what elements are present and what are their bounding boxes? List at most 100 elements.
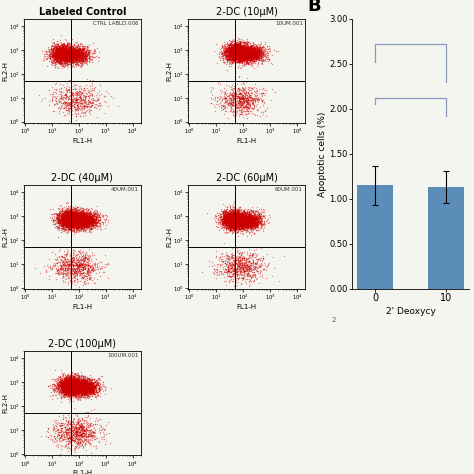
- Point: [82, 430, 89, 438]
- Point: [70, 386, 77, 393]
- Point: [242, 56, 249, 64]
- Point: [63, 209, 71, 217]
- Point: [241, 51, 249, 59]
- Point: [245, 267, 252, 274]
- Point: [219, 215, 226, 222]
- Point: [228, 213, 235, 220]
- Point: [87, 426, 95, 434]
- Point: [55, 47, 63, 55]
- Point: [228, 216, 236, 224]
- Point: [66, 381, 74, 389]
- Point: [237, 209, 245, 217]
- Point: [72, 423, 79, 431]
- Point: [76, 374, 83, 382]
- Point: [75, 224, 82, 231]
- Point: [84, 433, 92, 440]
- Point: [82, 55, 90, 63]
- Point: [254, 53, 261, 60]
- Point: [89, 382, 97, 390]
- Point: [248, 49, 256, 57]
- Point: [233, 44, 240, 52]
- Point: [79, 43, 86, 50]
- Point: [70, 381, 77, 388]
- Point: [246, 47, 254, 55]
- Point: [76, 425, 83, 433]
- Point: [71, 48, 78, 55]
- Point: [233, 211, 241, 219]
- Point: [76, 51, 84, 58]
- Point: [241, 219, 248, 227]
- Point: [81, 210, 88, 218]
- Point: [59, 383, 67, 391]
- Point: [239, 216, 246, 223]
- Point: [96, 425, 103, 432]
- Point: [65, 384, 73, 392]
- Point: [255, 52, 262, 60]
- Point: [237, 55, 245, 62]
- Point: [73, 371, 81, 378]
- Point: [79, 222, 86, 229]
- Point: [59, 421, 66, 429]
- Point: [63, 220, 70, 228]
- Point: [233, 228, 240, 236]
- Point: [233, 216, 241, 223]
- Point: [67, 214, 75, 221]
- Point: [72, 52, 80, 59]
- Point: [84, 220, 91, 228]
- Point: [254, 212, 261, 219]
- Point: [91, 392, 99, 400]
- Point: [73, 52, 81, 60]
- Point: [67, 227, 75, 234]
- Point: [237, 216, 245, 223]
- Point: [54, 224, 62, 232]
- Point: [69, 382, 76, 389]
- Point: [228, 217, 235, 225]
- Point: [74, 386, 82, 394]
- Point: [68, 223, 75, 230]
- Point: [74, 208, 82, 216]
- Point: [237, 51, 245, 59]
- Point: [74, 219, 82, 227]
- Point: [229, 44, 237, 51]
- Point: [52, 43, 59, 51]
- Point: [65, 83, 73, 91]
- Point: [250, 221, 258, 229]
- Point: [82, 98, 90, 106]
- Point: [223, 44, 230, 52]
- Point: [229, 216, 237, 223]
- Point: [71, 389, 79, 396]
- Point: [250, 46, 258, 54]
- Point: [79, 385, 86, 392]
- Point: [231, 54, 239, 61]
- Point: [72, 51, 79, 58]
- Point: [61, 45, 69, 52]
- Point: [252, 215, 260, 222]
- Point: [74, 375, 82, 383]
- Point: [228, 92, 236, 100]
- Point: [241, 218, 248, 226]
- Point: [58, 220, 66, 228]
- Point: [229, 215, 237, 223]
- Point: [73, 383, 81, 391]
- Point: [58, 205, 65, 213]
- Point: [265, 55, 273, 63]
- Point: [229, 266, 237, 274]
- Point: [67, 268, 74, 276]
- Point: [69, 385, 77, 393]
- Point: [71, 217, 78, 225]
- Point: [245, 48, 252, 55]
- Point: [77, 223, 85, 230]
- Point: [243, 51, 251, 58]
- Point: [248, 96, 256, 104]
- Point: [52, 270, 59, 277]
- Point: [219, 212, 227, 220]
- Point: [233, 211, 241, 219]
- Point: [228, 45, 236, 53]
- Point: [56, 51, 64, 59]
- Point: [219, 216, 227, 223]
- Point: [82, 382, 90, 389]
- Point: [70, 383, 78, 390]
- Point: [219, 49, 227, 57]
- Point: [67, 386, 74, 394]
- Point: [223, 219, 230, 227]
